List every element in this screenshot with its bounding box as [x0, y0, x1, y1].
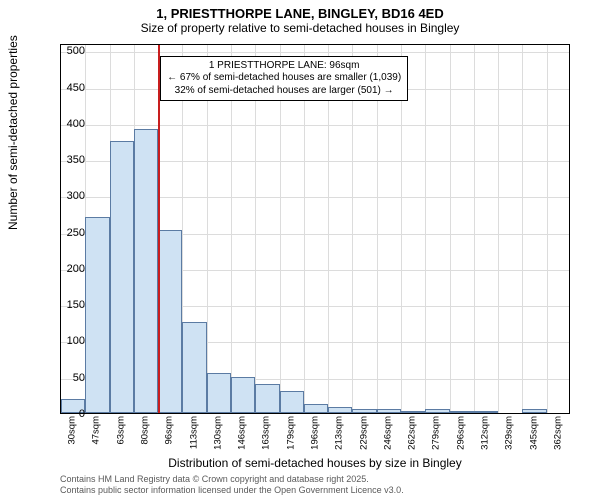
y-axis-label: Number of semi-detached properties: [6, 35, 20, 230]
y-tick-label: 200: [45, 263, 85, 275]
x-tick-label: 229sqm: [358, 416, 369, 450]
y-tick-label: 500: [45, 45, 85, 57]
chart-title: 1, PRIESTTHORPE LANE, BINGLEY, BD16 4ED: [0, 0, 600, 21]
histogram-bar: [304, 404, 328, 413]
x-axis-label: Distribution of semi-detached houses by …: [60, 456, 570, 470]
x-tick-label: 179sqm: [285, 416, 296, 450]
x-tick-label: 130sqm: [212, 416, 223, 450]
histogram-bar: [207, 373, 231, 413]
x-tick-label: 196sqm: [310, 416, 321, 450]
histogram-bar: [110, 141, 134, 413]
callout-line: ← 67% of semi-detached houses are smalle…: [167, 72, 401, 85]
histogram-bar: [85, 217, 109, 413]
histogram-bar: [522, 409, 546, 413]
histogram-bar: [377, 409, 401, 413]
y-tick-label: 50: [45, 372, 85, 384]
x-tick-label: 262sqm: [407, 416, 418, 450]
y-tick-label: 300: [45, 190, 85, 202]
histogram-bar: [255, 384, 279, 413]
histogram-bar: [425, 409, 449, 413]
histogram-bar: [401, 411, 425, 413]
x-tick-label: 279sqm: [431, 416, 442, 450]
property-callout: 1 PRIESTTHORPE LANE: 96sqm← 67% of semi-…: [160, 56, 408, 102]
x-tick-label: 30sqm: [67, 416, 78, 445]
y-tick-label: 400: [45, 118, 85, 130]
callout-line: 32% of semi-detached houses are larger (…: [167, 85, 401, 98]
x-tick-label: 362sqm: [552, 416, 563, 450]
y-tick-label: 250: [45, 227, 85, 239]
footer-line: Contains public sector information licen…: [60, 485, 404, 496]
histogram-bar: [182, 322, 206, 413]
histogram-bar: [280, 391, 304, 413]
histogram-bar: [474, 411, 498, 413]
x-tick-label: 146sqm: [237, 416, 248, 450]
x-tick-label: 246sqm: [382, 416, 393, 450]
chart-subtitle: Size of property relative to semi-detach…: [0, 21, 600, 39]
x-tick-label: 296sqm: [455, 416, 466, 450]
x-tick-label: 96sqm: [164, 416, 175, 445]
y-tick-label: 150: [45, 299, 85, 311]
x-tick-label: 80sqm: [140, 416, 151, 445]
x-tick-label: 345sqm: [528, 416, 539, 450]
histogram-bar: [158, 230, 182, 413]
x-tick-label: 312sqm: [480, 416, 491, 450]
footer-line: Contains HM Land Registry data © Crown c…: [60, 474, 404, 485]
x-tick-label: 47sqm: [91, 416, 102, 445]
y-tick-label: 350: [45, 154, 85, 166]
histogram-bar: [328, 407, 352, 413]
x-tick-label: 213sqm: [334, 416, 345, 450]
x-tick-label: 63sqm: [115, 416, 126, 445]
chart-container: 1, PRIESTTHORPE LANE, BINGLEY, BD16 4ED …: [0, 0, 600, 500]
x-tick-label: 113sqm: [188, 416, 199, 449]
x-tick-label: 329sqm: [504, 416, 515, 450]
plot-area: 1 PRIESTTHORPE LANE: 96sqm← 67% of semi-…: [60, 44, 570, 414]
y-tick-label: 0: [45, 408, 85, 420]
callout-line: 1 PRIESTTHORPE LANE: 96sqm: [167, 60, 401, 73]
y-tick-label: 100: [45, 335, 85, 347]
histogram-bar: [352, 409, 376, 413]
plot-outer: 1 PRIESTTHORPE LANE: 96sqm← 67% of semi-…: [60, 44, 570, 414]
histogram-bar: [231, 377, 255, 413]
histogram-bar: [134, 129, 158, 413]
histogram-bar: [450, 411, 474, 413]
x-tick-label: 163sqm: [261, 416, 272, 450]
attribution-footer: Contains HM Land Registry data © Crown c…: [60, 474, 404, 496]
y-tick-label: 450: [45, 82, 85, 94]
